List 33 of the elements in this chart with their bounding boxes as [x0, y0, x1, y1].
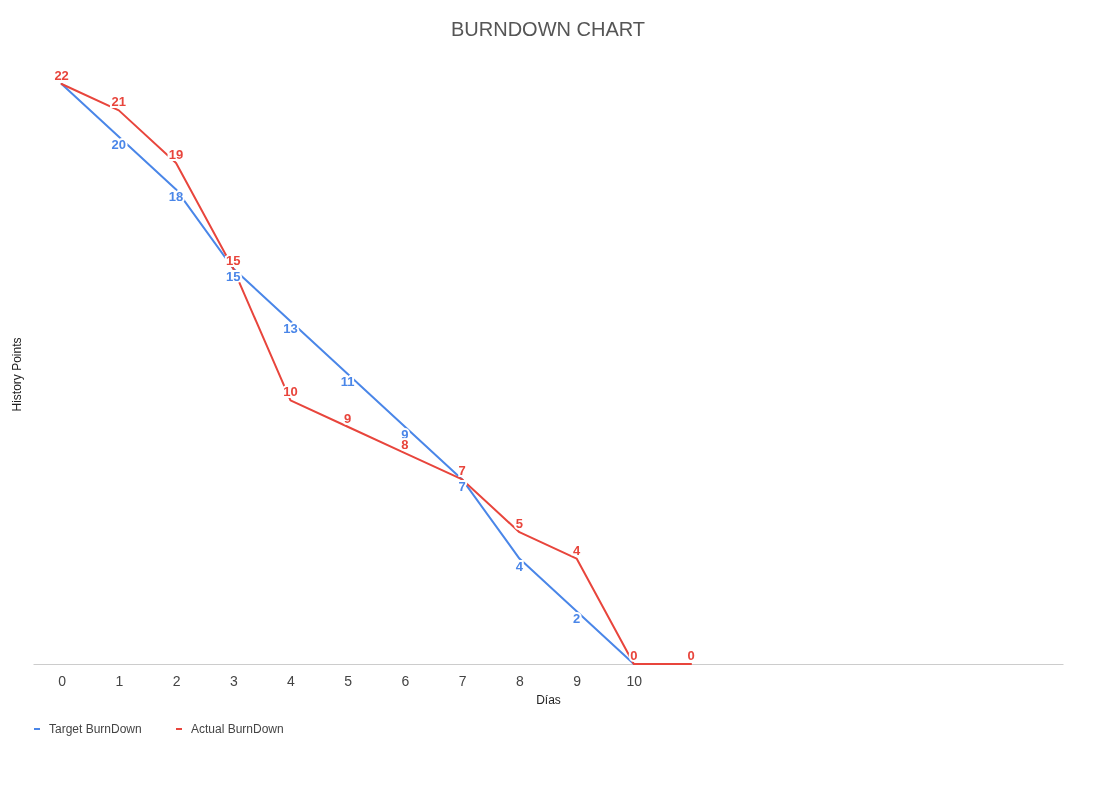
x-tick-label: 2 [172, 672, 181, 689]
data-label: 4 [515, 558, 524, 574]
y-axis-title: History Points [9, 337, 24, 412]
data-label: 8 [401, 437, 409, 453]
data-label: 13 [283, 321, 298, 337]
x-tick-label: 8 [515, 672, 524, 689]
x-tick-label: 4 [287, 672, 296, 689]
data-label: 4 [572, 542, 581, 558]
x-tick-label: 9 [573, 672, 582, 689]
data-label: 18 [168, 189, 184, 205]
chart-title: BURNDOWN CHART [450, 18, 646, 40]
x-tick-label: 7 [458, 672, 467, 689]
data-label: 22 [54, 68, 69, 83]
x-tick-label: 6 [401, 672, 410, 689]
data-label: 2 [572, 611, 581, 627]
data-label: 0 [630, 648, 638, 663]
data-label: 9 [344, 410, 352, 426]
data-label: 21 [111, 94, 127, 110]
data-label: 5 [515, 516, 524, 532]
legend-label: Target BurnDown [49, 722, 142, 736]
x-tick-label: 3 [229, 672, 238, 689]
x-axis-title: Días [536, 692, 561, 707]
data-label: 7 [458, 463, 466, 479]
data-label: 20 [111, 136, 127, 152]
data-label: 0 [687, 648, 695, 663]
data-label: 19 [168, 147, 184, 163]
data-label: 11 [340, 374, 355, 389]
data-label: 7 [458, 479, 466, 495]
x-tick-label: 5 [344, 672, 353, 689]
x-tick-label: 0 [58, 672, 67, 689]
legend-label: Actual BurnDown [191, 722, 284, 736]
x-tick-label: 10 [626, 672, 643, 689]
x-tick-label: 1 [115, 672, 124, 689]
